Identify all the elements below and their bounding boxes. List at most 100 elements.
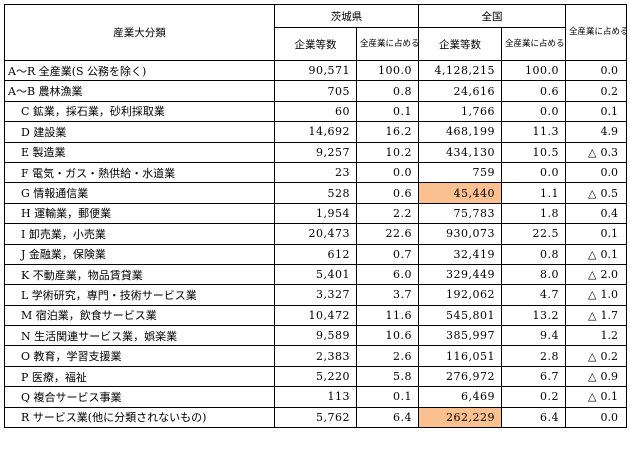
header-comparison: 全産業に占める割合の比較(県－全国) xyxy=(565,4,627,61)
nat-count: 276,972 xyxy=(418,365,502,388)
decrease-triangle: △ xyxy=(588,186,597,200)
nat-count: 329,449 xyxy=(418,263,502,286)
share-diff-value: 1.7 xyxy=(600,308,619,322)
header-nat-share: 全産業に占める割合(%) xyxy=(501,27,566,61)
pref-count: 9,589 xyxy=(274,325,357,347)
nat-share: 4.7 xyxy=(501,284,566,306)
pref-share: 0.1 xyxy=(356,386,419,408)
nat-share: 1.8 xyxy=(501,202,566,225)
row-label: N 生活関連サービス業，娯楽業 xyxy=(4,325,275,347)
decrease-triangle: △ xyxy=(588,288,597,302)
pref-share: 0.6 xyxy=(356,182,419,204)
nat-share: 11.3 xyxy=(501,121,566,143)
pref-count: 60 xyxy=(274,100,357,123)
pref-share: 3.7 xyxy=(356,284,419,306)
nat-share: 9.4 xyxy=(501,325,566,347)
row-label: C 鉱業，採石業，砂利採取業 xyxy=(4,100,275,123)
row-label: M 宿泊業，飲食サービス業 xyxy=(4,304,275,327)
share-diff: △ 0.1 xyxy=(565,243,627,265)
pref-count: 3,327 xyxy=(274,284,357,306)
share-diff-value: 0.2 xyxy=(600,84,619,98)
share-diff-value: 0.0 xyxy=(600,166,619,180)
pref-count: 90,571 xyxy=(274,59,357,82)
pref-count: 5,220 xyxy=(274,365,357,388)
nat-count: 545,801 xyxy=(418,304,502,327)
table-row: G 情報通信業 528 0.6 45,440 1.1 △ 0.5 xyxy=(4,182,627,204)
share-diff: 4.9 xyxy=(565,121,627,143)
nat-share: 0.0 xyxy=(501,161,566,184)
share-diff: △ 0.2 xyxy=(565,345,627,367)
row-label: H 運輸業，郵便業 xyxy=(4,202,275,225)
row-label: K 不動産業，物品賃貸業 xyxy=(4,263,275,286)
share-diff: △ 0.1 xyxy=(565,386,627,408)
row-label: J 金融業，保険業 xyxy=(4,243,275,265)
header-nation: 全国 xyxy=(418,4,566,28)
share-diff: △ 1.7 xyxy=(565,304,627,327)
nat-count: 262,229 xyxy=(418,406,502,429)
share-diff: 0.2 xyxy=(565,80,627,102)
row-label: O 教育，学習支援業 xyxy=(4,345,275,367)
share-diff: △ 0.5 xyxy=(565,182,627,204)
nat-share: 8.0 xyxy=(501,263,566,286)
decrease-triangle: △ xyxy=(588,268,597,282)
pref-share: 0.7 xyxy=(356,243,419,265)
share-diff-value: 0.1 xyxy=(600,247,619,261)
header-pref-companies: 企業等数 xyxy=(274,27,357,61)
nat-share: 6.4 xyxy=(501,406,566,429)
share-diff: △ 0.3 xyxy=(565,141,627,163)
nat-count: 75,783 xyxy=(418,202,502,225)
row-label: E 製造業 xyxy=(4,141,275,163)
nat-count: 468,199 xyxy=(418,121,502,143)
share-diff-value: 0.0 xyxy=(600,410,619,424)
decrease-triangle: △ xyxy=(588,349,597,363)
decrease-triangle: △ xyxy=(588,370,597,384)
pref-count: 528 xyxy=(274,182,357,204)
row-label: L 学術研究，専門・技術サービス業 xyxy=(4,284,275,306)
row-label: Q 複合サービス事業 xyxy=(4,386,275,408)
share-diff-value: 0.5 xyxy=(600,186,619,200)
nat-share: 6.7 xyxy=(501,365,566,388)
share-diff-value: 0.2 xyxy=(600,349,619,363)
table-row: R サービス業(他に分類されないもの) 5,762 6.4 262,229 6.4 0.0 xyxy=(4,406,627,429)
nat-share: 22.5 xyxy=(501,223,566,245)
nat-share: 13.2 xyxy=(501,304,566,327)
nat-count: 4,128,215 xyxy=(418,59,502,82)
pref-share: 100.0 xyxy=(356,59,419,82)
pref-count: 23 xyxy=(274,161,357,184)
row-label: A～B 農林漁業 xyxy=(4,80,275,102)
pref-share: 5.8 xyxy=(356,365,419,388)
nat-share: 10.5 xyxy=(501,141,566,163)
nat-count: 385,997 xyxy=(418,325,502,347)
pref-count: 2,383 xyxy=(274,345,357,367)
nat-count: 759 xyxy=(418,161,502,184)
table-row: I 卸売業，小売業 20,473 22.6 930,073 22.5 0.1 xyxy=(4,223,627,245)
table-row: L 学術研究，専門・技術サービス業 3,327 3.7 192,062 4.7 △ 1.0 xyxy=(4,284,627,306)
pref-count: 5,762 xyxy=(274,406,357,429)
nat-count: 192,062 xyxy=(418,284,502,306)
pref-count: 9,257 xyxy=(274,141,357,163)
industry-table: 産業大分類 茨城県 全国 全産業に占める割合の比較(県－全国) 企業等数 全産業… xyxy=(4,4,627,429)
nat-share: 100.0 xyxy=(501,59,566,82)
pref-share: 0.1 xyxy=(356,100,419,123)
row-label: P 医療，福祉 xyxy=(4,365,275,388)
table-row: J 金融業，保険業 612 0.7 32,419 0.8 △ 0.1 xyxy=(4,243,627,265)
header-category: 産業大分類 xyxy=(4,4,275,61)
table-row: H 運輸業，郵便業 1,954 2.2 75,783 1.8 0.4 xyxy=(4,202,627,225)
header-nat-companies: 企業等数 xyxy=(418,27,502,61)
pref-count: 5,401 xyxy=(274,263,357,286)
nat-share: 1.1 xyxy=(501,182,566,204)
nat-share: 0.8 xyxy=(501,243,566,265)
share-diff-value: 0.3 xyxy=(600,145,619,159)
nat-share: 0.0 xyxy=(501,100,566,123)
share-diff-value: 1.0 xyxy=(600,288,619,302)
table-row: E 製造業 9,257 10.2 434,130 10.5 △ 0.3 xyxy=(4,141,627,163)
share-diff: 0.0 xyxy=(565,406,627,429)
pref-share: 22.6 xyxy=(356,223,419,245)
share-diff: 0.1 xyxy=(565,100,627,123)
table-row: A～R 全産業(S 公務を除く) 90,571 100.0 4,128,215 100.… xyxy=(4,59,627,82)
pref-count: 10,472 xyxy=(274,304,357,327)
share-diff-value: 0.1 xyxy=(600,104,619,118)
row-label: G 情報通信業 xyxy=(4,182,275,204)
decrease-triangle: △ xyxy=(588,308,597,322)
decrease-triangle: △ xyxy=(588,145,597,159)
